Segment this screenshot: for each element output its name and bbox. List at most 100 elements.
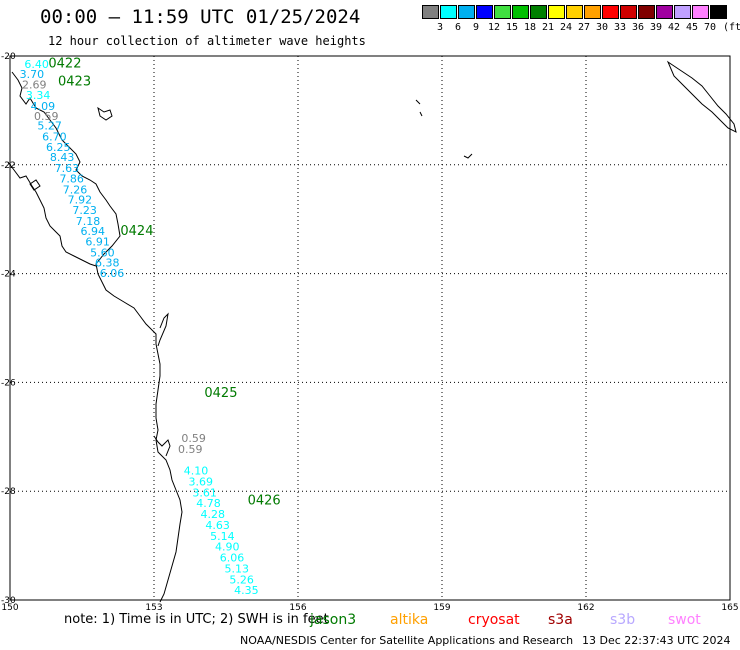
wave-height-value: 6.70	[42, 131, 67, 144]
generation-timestamp: 13 Dec 22:37:43 UTC 2024	[582, 634, 731, 647]
lat-tick-label: -28	[1, 487, 16, 497]
track-time-label: 0426	[248, 493, 281, 508]
wave-height-value: 7.63	[55, 162, 80, 175]
satellite-s3b: s3b	[610, 612, 636, 628]
lon-tick-label: 159	[433, 603, 450, 610]
altimeter-map: 150 153 156 159 162 165 -20 -22 -24 -26 -28 -30 6.4…	[1, 52, 739, 610]
legend-label: 27	[577, 22, 591, 33]
whitsunday-islands	[97, 106, 113, 121]
satellite-jason3: jason3	[310, 612, 357, 628]
legend-label: 18	[523, 22, 537, 33]
wave-height-value: 4.35	[234, 584, 259, 597]
legend-swatch	[548, 5, 565, 19]
legend-label: 15	[505, 22, 519, 33]
map-frame	[9, 55, 731, 601]
wave-height-value: 4.63	[205, 519, 230, 532]
satellite-s3a: s3a	[548, 612, 573, 628]
legend-label: 9	[472, 22, 480, 33]
wave-height-value: 3.69	[189, 475, 214, 488]
track-labels: 0422 0423 0424 0425 0426	[48, 57, 280, 509]
legend-label: 39	[649, 22, 663, 33]
wave-height-value: 6.25	[46, 141, 71, 154]
satellite-altika: altika	[390, 612, 429, 628]
wave-height-value: 5.26	[229, 573, 254, 586]
wave-height-value: 6.06	[100, 267, 125, 280]
lon-tick-label: 165	[721, 603, 738, 610]
wave-height-value: 3.34	[26, 89, 51, 102]
wave-height-value: 6.38	[95, 257, 120, 270]
lat-lon-grid	[9, 55, 731, 601]
legend-swatch	[710, 5, 727, 19]
lat-tick-label: -26	[1, 378, 16, 388]
legend-label: 70	[703, 22, 717, 33]
coastline	[7, 60, 737, 603]
map-title: 00:00 – 11:59 UTC 01/25/2024	[40, 6, 361, 28]
wave-height-value: 7.18	[76, 215, 101, 228]
lon-tick-label: 150	[1, 603, 18, 610]
legend-swatch	[620, 5, 637, 19]
legend-label: 24	[559, 22, 573, 33]
legend-label: 21	[541, 22, 555, 33]
legend-swatch	[656, 5, 673, 19]
wave-height-value: 5.27	[37, 120, 62, 133]
legend-swatch	[566, 5, 583, 19]
legend-swatch	[674, 5, 691, 19]
lat-tick-label: -20	[1, 52, 16, 62]
legend-swatch	[494, 5, 511, 19]
lat-tick-label: -22	[1, 161, 16, 171]
legend-swatch	[692, 5, 709, 19]
wave-height-value: 4.10	[184, 465, 209, 478]
axis-tick-labels: 150 153 156 159 162 165 -20 -22 -24 -26 -28 -30	[1, 52, 739, 610]
track-time-label: 0424	[120, 224, 153, 239]
wave-height-value: 2.69	[22, 78, 47, 91]
coastline-mainland	[11, 71, 183, 603]
map-subtitle: 12 hour collection of altimeter wave hei…	[48, 34, 366, 48]
wave-height-value: 0.59	[34, 110, 59, 123]
wave-height-value: 0.59	[178, 443, 203, 456]
wave-height-value: 6.06	[220, 552, 245, 565]
wave-height-value: 5.14	[210, 530, 235, 543]
wave-height-value: 7.26	[63, 183, 88, 196]
wave-height-value: 4.09	[31, 100, 56, 113]
new-caledonia	[666, 60, 737, 133]
wave-height-value: 4.28	[201, 508, 226, 521]
legend-swatch	[512, 5, 529, 19]
wave-height-value: 5.13	[225, 562, 250, 575]
legend-swatch	[476, 5, 493, 19]
legend-swatch	[440, 5, 457, 19]
chesterfield-reef	[415, 99, 423, 117]
wave-height-value: 6.40	[24, 58, 49, 71]
lon-tick-label: 162	[577, 603, 594, 610]
satellite-swot: swot	[668, 612, 701, 628]
wave-height-value: 7.86	[59, 172, 84, 185]
wave-height-value: 7.23	[72, 204, 97, 217]
coastline-shoalwater	[7, 161, 97, 267]
legend-label: 36	[631, 22, 645, 33]
bellona-reef	[463, 153, 473, 159]
wave-height-value: 4.78	[196, 497, 221, 510]
credit-line: NOAA/NESDIS Center for Satellite Applica…	[240, 634, 574, 647]
legend-swatch	[584, 5, 601, 19]
wave-height-value: 3.61	[192, 486, 217, 499]
lon-tick-label: 156	[289, 603, 306, 610]
track-time-label: 0423	[58, 74, 91, 89]
wave-height-value: 6.91	[85, 236, 110, 249]
legend-swatch	[602, 5, 619, 19]
legend-swatch	[530, 5, 547, 19]
legend-swatch	[422, 5, 439, 19]
legend-label: 6	[454, 22, 462, 33]
wave-height-value: 3.70	[20, 68, 44, 81]
wave-height-value: 5.60	[90, 246, 115, 259]
great-keppel	[29, 179, 41, 191]
lat-tick-label: -30	[1, 596, 16, 606]
track-time-label: 0422	[48, 57, 81, 72]
wave-height-values: 6.403.702.693.344.090.595.276.706.258.43…	[20, 58, 259, 597]
lat-tick-label: -24	[1, 270, 16, 280]
legend-unit: (ft)	[722, 22, 740, 33]
legend-swatch	[458, 5, 475, 19]
wave-height-value: 7.92	[68, 194, 93, 207]
wave-height-value: 8.43	[50, 151, 74, 164]
track-time-label: 0425	[204, 386, 237, 401]
lon-tick-label: 153	[145, 603, 162, 610]
wave-height-value: 6.94	[81, 225, 106, 238]
